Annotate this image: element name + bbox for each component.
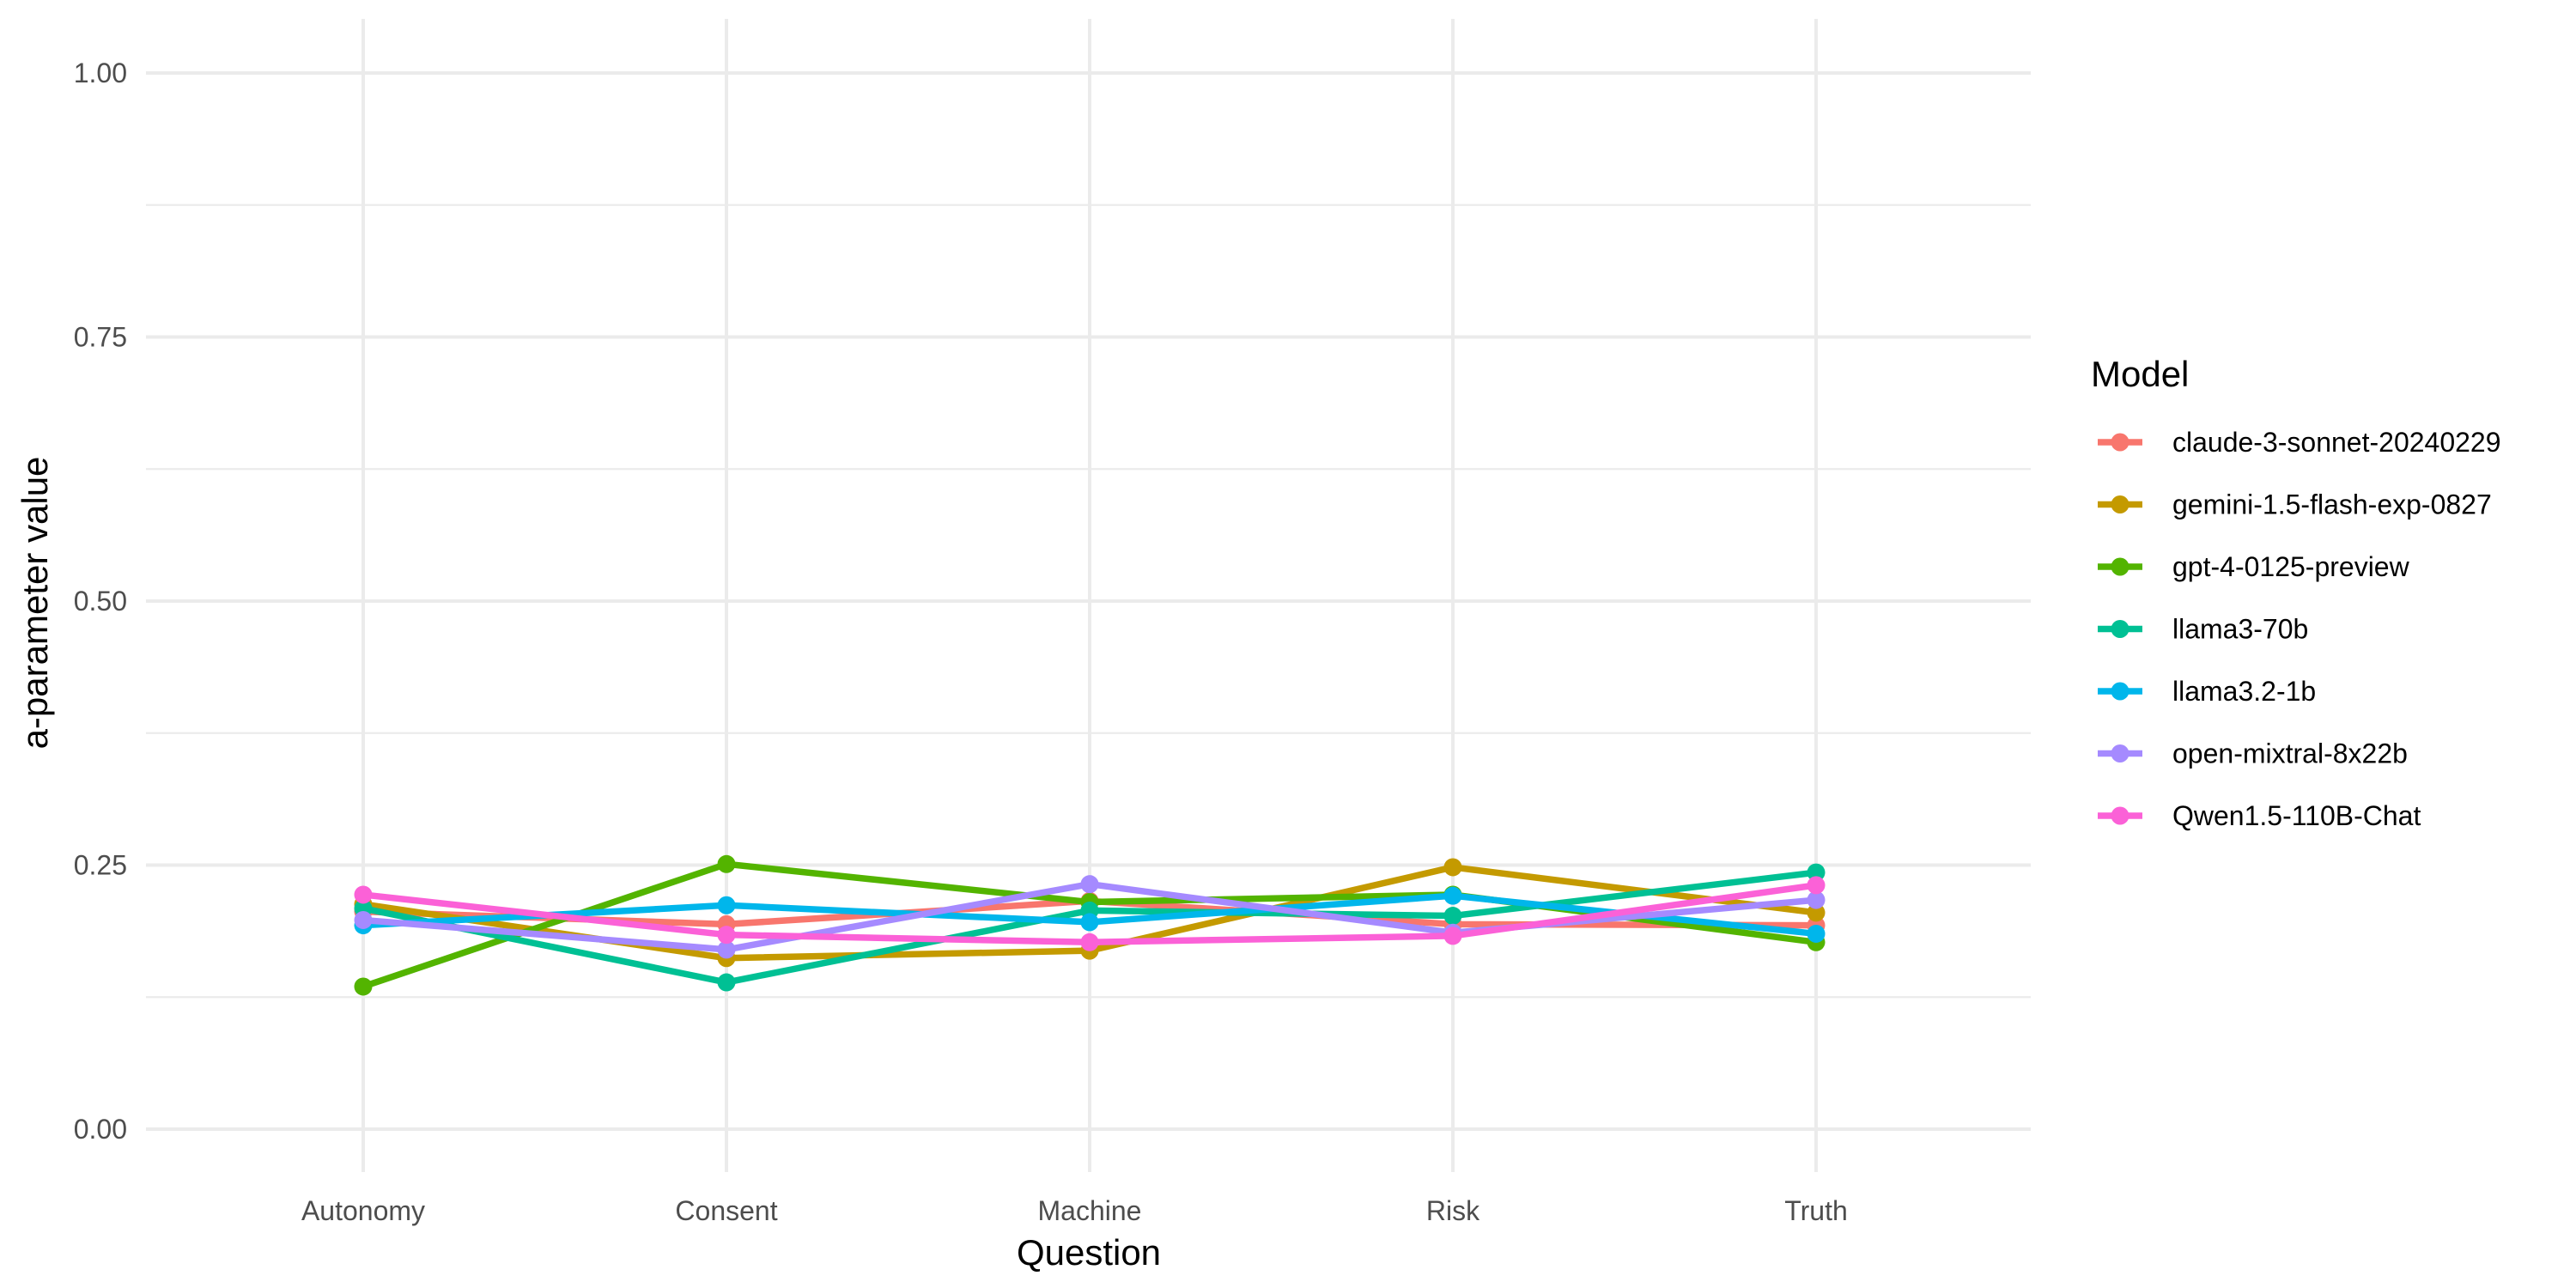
legend-title: Model <box>2091 354 2189 394</box>
data-point <box>1807 876 1826 895</box>
legend-item: llama3.2-1b <box>2098 676 2316 707</box>
plot-panel <box>146 19 2031 1172</box>
data-point <box>1807 924 1826 943</box>
legend-item: gpt-4-0125-preview <box>2098 551 2410 582</box>
legend-item: open-mixtral-8x22b <box>2098 738 2408 769</box>
data-point <box>354 885 373 904</box>
y-tick-label: 0.75 <box>74 322 127 353</box>
data-point <box>354 910 373 929</box>
y-tick-label: 1.00 <box>74 58 127 88</box>
legend-items: claude-3-sonnet-20240229 gemini-1.5-flash… <box>2098 427 2501 831</box>
legend-label: gemini-1.5-flash-exp-0827 <box>2172 489 2492 520</box>
series-llama3-2-1b <box>354 886 1826 943</box>
y-axis-title: a-parameter value <box>15 457 55 750</box>
legend-label: claude-3-sonnet-20240229 <box>2172 427 2501 458</box>
y-tick-label: 0.25 <box>74 850 127 881</box>
legend-label: llama3-70b <box>2172 614 2308 645</box>
legend: Model claude-3-sonnet-20240229 gemini-1.5… <box>2091 354 2501 831</box>
data-point <box>1443 886 1462 905</box>
data-point <box>717 940 736 959</box>
legend-key-point <box>2111 620 2129 638</box>
legend-key-point <box>2111 557 2129 576</box>
legend-key-point <box>2111 682 2129 701</box>
x-tick-label: Truth <box>1784 1195 1848 1226</box>
x-tick-label: Consent <box>675 1195 777 1226</box>
x-axis-tick-labels: Autonomy Consent Machine Risk Truth <box>301 1195 1848 1226</box>
data-point <box>717 896 736 914</box>
series-qwen1-5-110b-chat <box>354 876 1826 951</box>
data-point <box>1443 927 1462 945</box>
legend-item: gemini-1.5-flash-exp-0827 <box>2098 489 2492 520</box>
x-tick-label: Risk <box>1426 1195 1480 1226</box>
legend-key-point <box>2111 744 2129 762</box>
x-tick-label: Autonomy <box>301 1195 425 1226</box>
legend-item: llama3-70b <box>2098 614 2308 645</box>
legend-key-point <box>2111 806 2129 825</box>
data-point <box>354 977 373 996</box>
data-point <box>717 973 736 992</box>
y-axis-tick-labels: 0.00 0.25 0.50 0.75 1.00 <box>74 58 127 1145</box>
legend-item: claude-3-sonnet-20240229 <box>2098 427 2501 458</box>
data-point <box>717 926 736 945</box>
y-tick-label: 0.50 <box>74 586 127 617</box>
data-point <box>1443 858 1462 877</box>
data-point <box>1080 913 1099 932</box>
legend-label: llama3.2-1b <box>2172 676 2316 707</box>
x-tick-label: Machine <box>1038 1195 1142 1226</box>
legend-item: Qwen1.5-110B-Chat <box>2098 800 2421 831</box>
data-point <box>717 854 736 873</box>
data-point <box>1807 903 1826 922</box>
x-axis-title: Question <box>1017 1232 1161 1273</box>
data-point <box>1080 875 1099 894</box>
legend-label: Qwen1.5-110B-Chat <box>2172 800 2421 831</box>
y-tick-label: 0.00 <box>74 1114 127 1145</box>
data-point <box>1807 890 1826 909</box>
legend-label: gpt-4-0125-preview <box>2172 551 2410 582</box>
legend-key-point <box>2111 495 2129 513</box>
series-lines <box>354 854 1826 996</box>
gridlines <box>146 19 2031 1172</box>
data-point <box>1443 907 1462 926</box>
data-point <box>1807 863 1826 882</box>
data-point <box>1080 933 1099 951</box>
legend-key-point <box>2111 433 2129 452</box>
legend-label: open-mixtral-8x22b <box>2172 738 2408 769</box>
